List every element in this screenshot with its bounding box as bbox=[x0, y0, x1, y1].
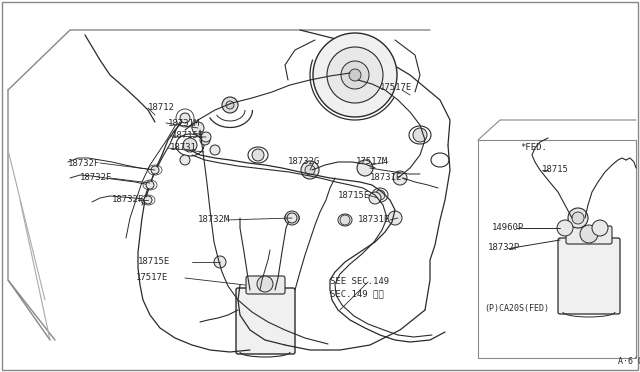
Circle shape bbox=[222, 97, 238, 113]
Text: 18731E: 18731E bbox=[358, 215, 390, 224]
Circle shape bbox=[226, 101, 234, 109]
Circle shape bbox=[151, 166, 159, 174]
Circle shape bbox=[252, 149, 264, 161]
Text: 18715E: 18715E bbox=[172, 131, 204, 141]
FancyBboxPatch shape bbox=[558, 238, 620, 314]
Circle shape bbox=[327, 47, 383, 103]
Text: SEE SEC.149: SEE SEC.149 bbox=[330, 278, 389, 286]
Text: 18715E: 18715E bbox=[338, 190, 371, 199]
FancyBboxPatch shape bbox=[246, 276, 285, 294]
FancyBboxPatch shape bbox=[236, 288, 295, 354]
Text: 18732P: 18732P bbox=[488, 244, 520, 253]
Circle shape bbox=[214, 256, 226, 268]
Circle shape bbox=[572, 212, 584, 224]
Text: 14960P: 14960P bbox=[492, 224, 524, 232]
FancyBboxPatch shape bbox=[478, 140, 636, 358]
Circle shape bbox=[349, 69, 361, 81]
Text: 18732G: 18732G bbox=[288, 157, 320, 167]
Circle shape bbox=[192, 122, 204, 134]
Text: 18732M: 18732M bbox=[198, 215, 230, 224]
Text: 18732F: 18732F bbox=[80, 173, 112, 183]
Text: 18731E: 18731E bbox=[370, 173, 403, 183]
Text: *FED.: *FED. bbox=[520, 144, 547, 153]
Circle shape bbox=[388, 211, 402, 225]
Circle shape bbox=[257, 276, 273, 292]
Circle shape bbox=[146, 181, 154, 189]
Text: 18731: 18731 bbox=[170, 144, 197, 153]
Circle shape bbox=[313, 33, 397, 117]
Circle shape bbox=[201, 132, 211, 142]
Circle shape bbox=[340, 215, 350, 225]
Text: 17517E: 17517E bbox=[136, 273, 168, 282]
Circle shape bbox=[580, 225, 598, 243]
Circle shape bbox=[557, 220, 573, 236]
Text: 18712: 18712 bbox=[148, 103, 175, 112]
Circle shape bbox=[413, 128, 427, 142]
Circle shape bbox=[287, 213, 297, 223]
Text: 18732F: 18732F bbox=[112, 196, 144, 205]
Circle shape bbox=[210, 145, 220, 155]
Circle shape bbox=[375, 190, 385, 200]
Circle shape bbox=[200, 135, 210, 145]
Text: 18715: 18715 bbox=[542, 166, 569, 174]
Circle shape bbox=[180, 113, 190, 123]
Circle shape bbox=[393, 171, 407, 185]
Circle shape bbox=[592, 220, 608, 236]
Text: 18732F: 18732F bbox=[68, 158, 100, 167]
Text: SEC.149 参照: SEC.149 参照 bbox=[330, 289, 384, 298]
Circle shape bbox=[301, 161, 319, 179]
Text: 18731M: 18731M bbox=[168, 119, 200, 128]
Circle shape bbox=[305, 165, 315, 175]
Circle shape bbox=[144, 196, 152, 204]
Circle shape bbox=[341, 61, 369, 89]
Circle shape bbox=[369, 192, 381, 204]
Circle shape bbox=[568, 208, 588, 228]
Text: (P)CA20S(FED): (P)CA20S(FED) bbox=[484, 304, 549, 312]
Circle shape bbox=[180, 155, 190, 165]
Text: 17517E: 17517E bbox=[380, 83, 412, 93]
Text: A·6´00 9: A·6´00 9 bbox=[618, 357, 640, 366]
Circle shape bbox=[285, 211, 299, 225]
FancyBboxPatch shape bbox=[566, 226, 612, 244]
Text: 17517M: 17517M bbox=[356, 157, 388, 167]
Text: 18715E: 18715E bbox=[138, 257, 170, 266]
Circle shape bbox=[183, 138, 197, 152]
Circle shape bbox=[357, 160, 373, 176]
